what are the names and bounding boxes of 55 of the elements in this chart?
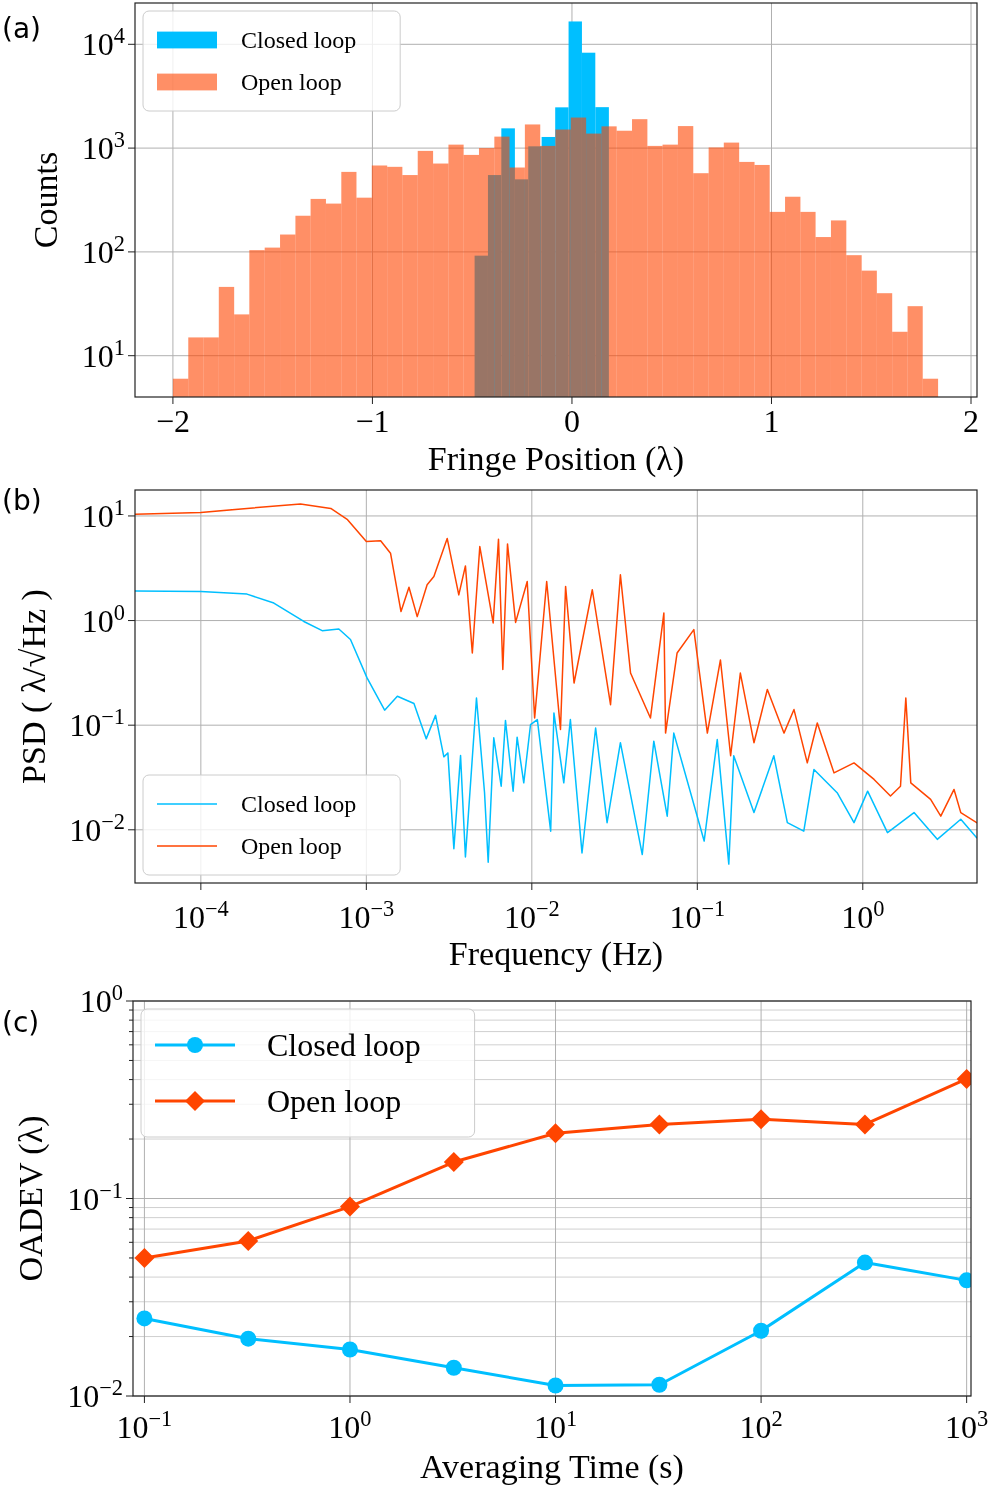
x-axis-title: Frequency (Hz) (448, 935, 664, 973)
y-tick-label: 10$^{−2}$ (69, 808, 125, 848)
point (136, 1310, 153, 1327)
text: (b) (2, 484, 42, 517)
point (240, 1330, 257, 1347)
y-tick-label: 10$^{3}$ (81, 126, 125, 167)
y-tick-label: 10$^{−1}$ (67, 1177, 123, 1217)
x-axis-title: Averaging Time (s) (420, 1448, 684, 1486)
legend-label: Closed loop (241, 791, 357, 818)
x-tick-label: 10$^{−2}$ (503, 895, 560, 935)
x-tick-label: 10$^{−1}$ (669, 895, 726, 935)
legend-label: Open loop (241, 69, 342, 96)
point (545, 1123, 566, 1144)
y-tick-label: 10$^{0}$ (79, 979, 123, 1019)
point (856, 1254, 873, 1271)
point (443, 1152, 464, 1173)
x-tick-label: 10$^{0}$ (841, 895, 885, 935)
text: (a) (2, 12, 42, 45)
y-tick-label: 10$^{4}$ (81, 22, 125, 63)
point (854, 1114, 875, 1135)
x-tick-label: 1 (763, 403, 780, 439)
legend-label: Open loop (267, 1083, 402, 1120)
x-tick-label: 2 (963, 403, 980, 439)
y-tick-label: 10$^{1}$ (81, 334, 125, 374)
x-tick-label: 10$^{−4}$ (172, 895, 229, 935)
point (341, 1341, 358, 1358)
point (547, 1377, 564, 1394)
point (238, 1230, 259, 1251)
point (339, 1196, 360, 1217)
x-tick-label: 10$^{1}$ (533, 1405, 578, 1445)
point (651, 1376, 668, 1393)
x-tick-label: 0 (563, 403, 580, 439)
legend-label: Closed loop (241, 27, 357, 54)
y-tick-label: 10$^{1}$ (81, 494, 125, 534)
y-axis-title: OADEV (λ) (12, 1115, 50, 1282)
y-tick-label: 10$^{−1}$ (69, 703, 125, 744)
y-tick-label: 10$^{2}$ (81, 230, 125, 270)
x-tick-label: 10$^{0}$ (328, 1405, 372, 1445)
y-tick-label: 10$^{0}$ (81, 599, 125, 639)
x-tick-label: 10$^{−3}$ (338, 895, 395, 935)
x-tick-label: 10$^{3}$ (945, 1405, 989, 1445)
point (751, 1109, 772, 1130)
y-axis-title: PSD ( λ/√Hz ) (15, 589, 53, 784)
x-tick-label: −2 (155, 403, 190, 439)
point (134, 1247, 155, 1268)
point (649, 1114, 670, 1135)
point (753, 1322, 770, 1339)
text: (c) (2, 1006, 40, 1039)
y-axis-title: Counts (27, 151, 64, 249)
point (445, 1359, 462, 1376)
legend-label: Open loop (241, 833, 342, 860)
legend-label: Closed loop (267, 1027, 421, 1064)
x-tick-label: −1 (355, 403, 390, 439)
x-tick-label: 10$^{2}$ (739, 1405, 783, 1445)
x-axis-title: Fringe Position (λ) (427, 440, 685, 478)
